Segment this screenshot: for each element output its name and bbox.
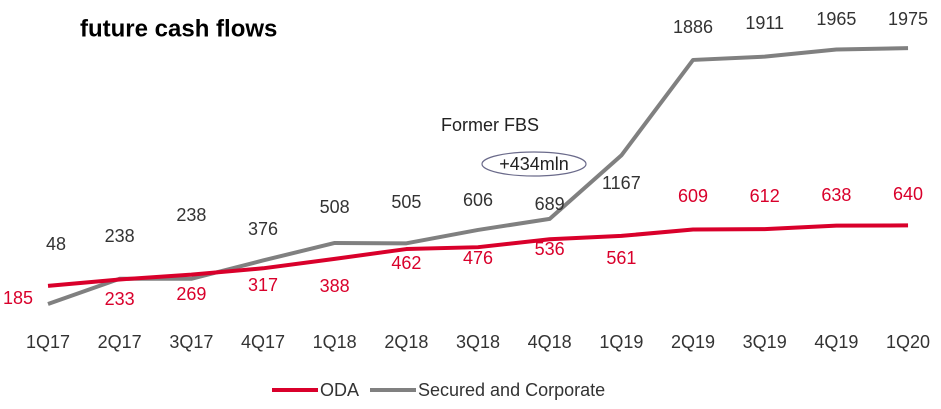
x-tick-label: 3Q19 [743, 332, 787, 352]
data-label: 1965 [816, 9, 856, 29]
data-label: 1167 [602, 173, 641, 193]
data-label: 609 [678, 186, 708, 206]
x-tick-label: 2Q17 [98, 332, 142, 352]
data-label: 462 [391, 253, 421, 273]
data-label: 536 [535, 239, 565, 259]
legend-label: ODA [320, 380, 359, 400]
x-tick-label: 3Q18 [456, 332, 500, 352]
data-label: 606 [463, 190, 493, 210]
data-label: 238 [105, 226, 135, 246]
data-label: 638 [821, 185, 851, 205]
data-label: 612 [750, 186, 780, 206]
data-label: 233 [105, 289, 135, 309]
data-label: 1911 [745, 13, 784, 33]
x-tick-label: 1Q20 [886, 332, 930, 352]
data-label: 689 [535, 194, 565, 214]
x-tick-label: 1Q17 [26, 332, 70, 352]
x-tick-label: 1Q18 [313, 332, 357, 352]
x-tick-label: 4Q19 [814, 332, 858, 352]
x-tick-label: 4Q17 [241, 332, 285, 352]
legend-label: Secured and Corporate [418, 380, 605, 400]
series-line [47, 223, 909, 288]
data-label: 185 [3, 288, 33, 308]
data-label: 388 [320, 276, 350, 296]
data-label: 1886 [673, 17, 713, 37]
data-label: 640 [893, 184, 923, 204]
data-label: 505 [391, 192, 421, 212]
data-label: 48 [46, 234, 66, 254]
data-label: 238 [176, 205, 206, 225]
data-label: 508 [320, 197, 350, 217]
x-tick-label: 4Q18 [528, 332, 572, 352]
data-label: 376 [248, 219, 278, 239]
data-label: 317 [248, 275, 278, 295]
annotation: +434mln [499, 154, 569, 174]
series-line [47, 46, 909, 306]
annotation: Former FBS [441, 115, 539, 135]
data-label: 476 [463, 248, 493, 268]
annotation-ellipse [481, 151, 587, 177]
data-label: 1975 [888, 9, 928, 29]
x-tick-label: 3Q17 [169, 332, 213, 352]
data-label: 561 [606, 248, 636, 268]
x-tick-label: 2Q19 [671, 332, 715, 352]
chart-title: future cash flows [80, 15, 277, 42]
x-tick-label: 1Q19 [599, 332, 643, 352]
data-label: 269 [176, 284, 206, 304]
x-tick-label: 2Q18 [384, 332, 428, 352]
